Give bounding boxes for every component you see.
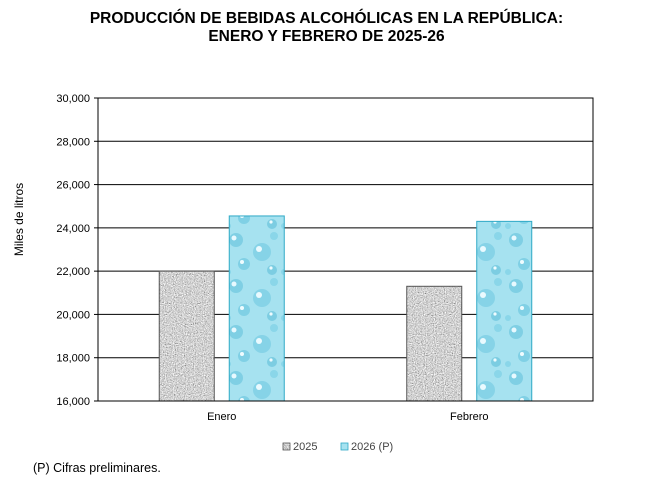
y-tick-label: 24,000: [56, 223, 90, 235]
plot-frame: [97, 97, 594, 402]
footnote: (P) Cifras preliminares.: [33, 461, 161, 475]
y-tick-label: 30,000: [56, 93, 90, 105]
y-tick-label: 20,000: [56, 309, 90, 321]
bar-texture: [406, 286, 462, 401]
legend-label: 2025: [293, 441, 317, 453]
bar-2025-enero: [158, 270, 215, 402]
bar-2026-enero: [228, 215, 285, 402]
legend-swatch: [283, 443, 290, 450]
chart-title-line-1: PRODUCCIÓN DE BEBIDAS ALCOHÓLICAS EN LA …: [89, 10, 564, 27]
plot-area: 16,000 18,000 20,000 22,000 24,000 26,000 28,0…: [12, 93, 594, 423]
bar-2025-febrero: [406, 285, 463, 402]
legend-label: 2026 (P): [351, 441, 393, 453]
bar-texture: [159, 271, 215, 401]
legend-swatch-outline: [282, 442, 291, 451]
y-tick-label: 18,000: [56, 353, 90, 365]
y-tick-label: 22,000: [56, 266, 90, 278]
chart-title: PRODUCCIÓN DE BEBIDAS ALCOHÓLICAS EN LA …: [0, 10, 653, 46]
y-tick-label: 16,000: [56, 396, 90, 408]
bar-2026-febrero: [476, 220, 533, 402]
legend-item-2026: 2026 (P): [340, 441, 393, 453]
legend-swatch: [340, 442, 349, 451]
x-tick-label: Febrero: [450, 411, 489, 423]
chart-title-line-2: ENERO Y FEBRERO DE 2025-26: [208, 28, 445, 45]
y-axis-label: Miles de litros: [12, 183, 26, 256]
y-tick-label: 26,000: [56, 180, 90, 192]
y-tick-label: 28,000: [56, 136, 90, 148]
legend: 2025 2026 (P): [282, 441, 393, 453]
legend-item-2025: 2025: [282, 441, 317, 453]
x-tick-label: Enero: [207, 411, 236, 423]
